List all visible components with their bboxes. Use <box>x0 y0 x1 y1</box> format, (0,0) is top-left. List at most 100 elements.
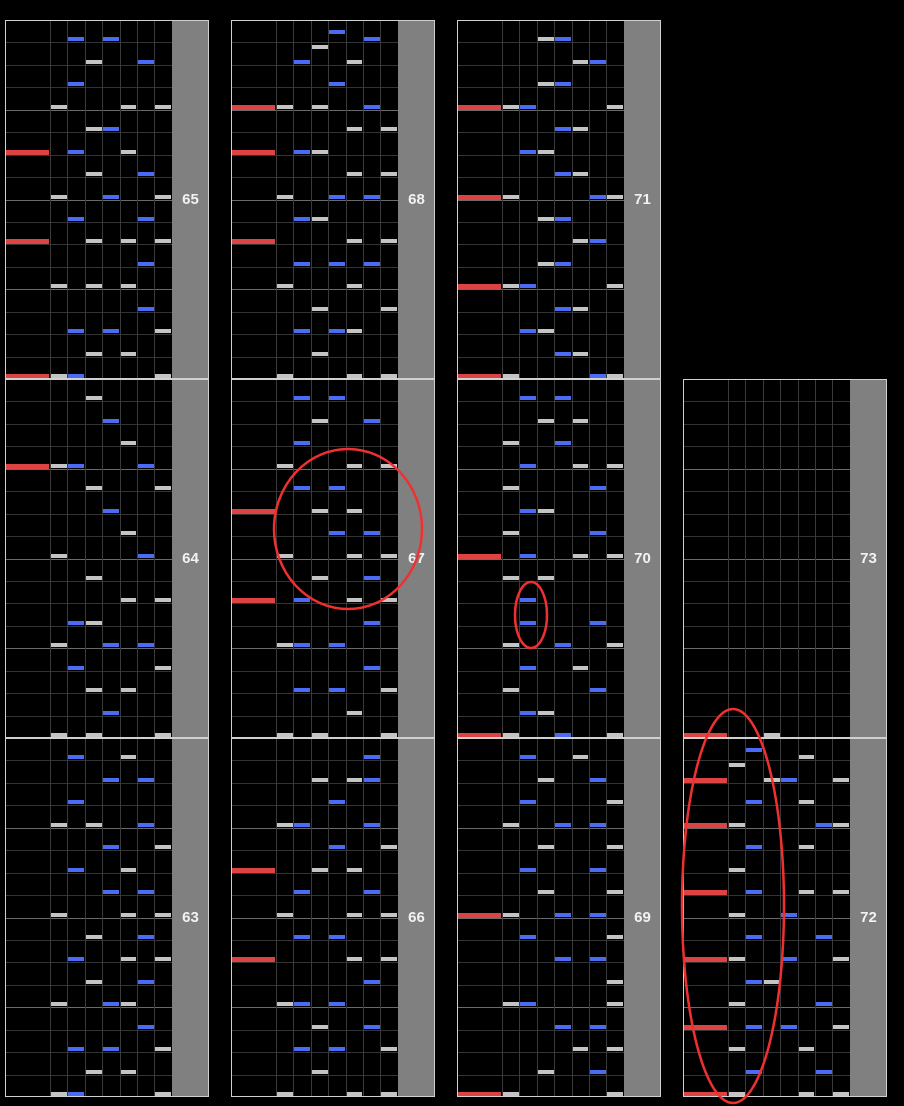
sixteenth-line <box>5 670 172 672</box>
sixteenth-line <box>5 580 172 582</box>
white-key-note-5 <box>120 239 137 244</box>
blue-key-note-6 <box>138 1024 154 1029</box>
blue-key-note-6 <box>138 553 154 558</box>
sixteenth-line <box>231 895 398 897</box>
scratch-note <box>231 867 275 873</box>
sixteenth-line <box>457 715 624 717</box>
sixteenth-line <box>683 401 850 403</box>
beat-line <box>231 289 398 291</box>
lane-divider <box>293 738 295 1097</box>
sixteenth-line <box>5 939 172 941</box>
measure-number: 65 <box>182 191 199 208</box>
white-key-note-7 <box>155 957 172 962</box>
white-key-note-1 <box>503 733 519 737</box>
white-key-note-1 <box>503 486 519 491</box>
white-key-note-5 <box>120 688 137 693</box>
white-key-note-5 <box>798 800 815 805</box>
sixteenth-line <box>231 446 398 448</box>
beat-line <box>683 558 850 560</box>
beat-line <box>5 109 172 111</box>
white-key-note-5 <box>572 172 589 177</box>
sixteenth-line <box>457 42 624 44</box>
sixteenth-line <box>457 491 624 493</box>
beat-line <box>231 1007 398 1009</box>
sixteenth-line <box>5 603 172 605</box>
white-key-note-3 <box>763 733 780 737</box>
sixteenth-line <box>5 221 172 223</box>
white-key-note-7 <box>833 822 850 827</box>
white-key-note-5 <box>120 867 137 872</box>
sixteenth-line <box>5 536 172 538</box>
blue-key-note-2 <box>294 441 311 446</box>
blue-key-note-2 <box>520 710 537 715</box>
white-key-note-1 <box>503 1092 519 1096</box>
white-key-note-3 <box>85 1069 102 1074</box>
beat-line <box>5 827 172 829</box>
blue-key-note-4 <box>103 418 120 423</box>
blue-key-note-2 <box>746 1024 763 1029</box>
white-key-note-5 <box>346 777 363 782</box>
lane-divider <box>276 379 277 738</box>
white-key-note-1 <box>503 284 519 289</box>
white-key-note-3 <box>537 890 554 895</box>
beat-line <box>231 827 398 829</box>
measure-70: 70 <box>457 379 661 738</box>
white-key-note-1 <box>51 822 67 827</box>
lane-divider <box>154 738 156 1097</box>
lane-divider <box>363 379 364 738</box>
blue-key-note-2 <box>68 620 85 625</box>
blue-key-note-2 <box>746 890 763 895</box>
lane-divider <box>50 379 51 738</box>
beat-line <box>5 1007 172 1009</box>
blue-key-note-6 <box>816 822 832 827</box>
blue-key-note-4 <box>781 1024 798 1029</box>
lane-divider <box>832 379 834 738</box>
white-key-note-1 <box>277 284 293 289</box>
blue-key-note-4 <box>781 957 798 962</box>
sixteenth-line <box>457 132 624 134</box>
lane-divider <box>745 738 747 1097</box>
white-key-note-3 <box>763 979 780 984</box>
white-key-note-3 <box>85 934 102 939</box>
sixteenth-line <box>457 693 624 695</box>
white-key-note-5 <box>120 1002 137 1007</box>
beat-line <box>5 558 172 560</box>
lane-divider <box>571 20 573 379</box>
white-key-note-7 <box>381 912 398 917</box>
white-key-note-1 <box>729 867 745 872</box>
lane-divider <box>589 738 590 1097</box>
white-key-note-7 <box>155 665 172 670</box>
white-key-note-1 <box>729 1092 745 1096</box>
white-key-note-7 <box>381 127 398 132</box>
sixteenth-line <box>231 962 398 964</box>
blue-key-note-2 <box>68 329 85 334</box>
blue-key-note-6 <box>138 261 154 266</box>
lane-divider <box>137 738 138 1097</box>
sixteenth-line <box>5 266 172 268</box>
white-key-note-1 <box>51 104 67 109</box>
white-key-note-7 <box>381 172 398 177</box>
lane-divider <box>276 738 277 1097</box>
lane-divider <box>119 20 121 379</box>
measure-number: 68 <box>408 191 425 208</box>
blue-key-note-6 <box>138 934 154 939</box>
measure-69: 69 <box>457 738 661 1097</box>
sixteenth-line <box>457 423 624 425</box>
lane-divider <box>84 20 86 379</box>
blue-key-note-4 <box>103 845 120 850</box>
white-key-note-7 <box>155 733 172 737</box>
white-key-note-1 <box>729 822 745 827</box>
blue-key-note-4 <box>329 531 346 536</box>
scratch-note <box>5 239 49 245</box>
white-key-note-3 <box>85 127 102 132</box>
sixteenth-line <box>231 154 398 156</box>
white-key-note-7 <box>607 800 624 805</box>
white-key-note-5 <box>120 441 137 446</box>
blue-key-note-2 <box>294 598 311 603</box>
white-key-note-7 <box>155 845 172 850</box>
white-key-note-5 <box>346 374 363 378</box>
blue-key-note-2 <box>746 934 763 939</box>
blue-key-note-6 <box>138 463 154 468</box>
white-key-note-7 <box>607 104 624 109</box>
sixteenth-line <box>457 939 624 941</box>
